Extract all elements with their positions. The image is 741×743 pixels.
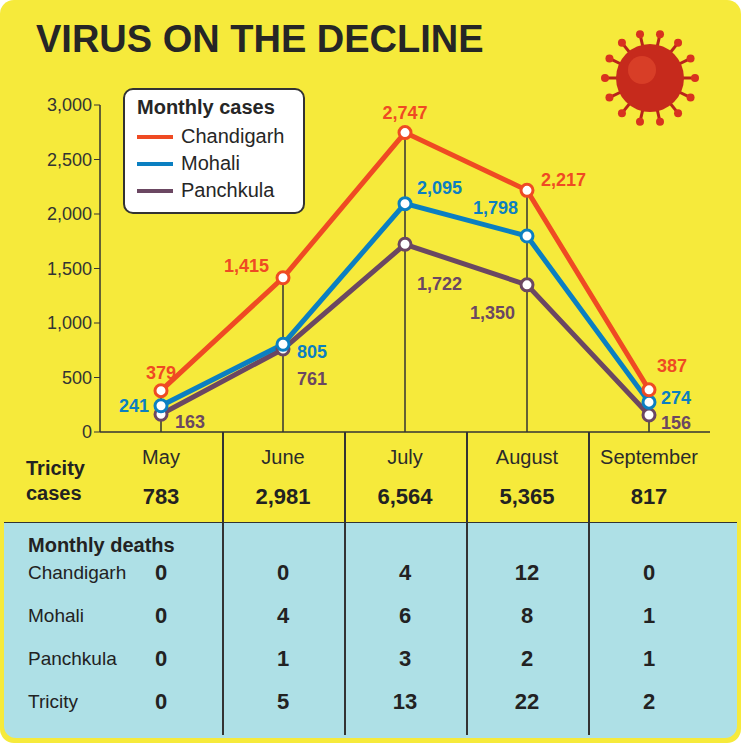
- svg-text:1,415: 1,415: [224, 256, 269, 276]
- html-text:783: 783: [142, 484, 180, 509]
- svg-text:2,095: 2,095: [417, 178, 462, 198]
- html-text:Chandigarh: Chandigarh: [181, 125, 285, 147]
- svg-text:July: July: [387, 446, 423, 468]
- html-text:Monthly deaths: Monthly deaths: [28, 534, 175, 556]
- html-text:12: 12: [514, 560, 540, 585]
- html-text:2,981: 2,981: [255, 484, 311, 509]
- html-text:0: 0: [154, 689, 168, 714]
- html-text:5: 5: [276, 689, 290, 714]
- svg-text:156: 156: [661, 413, 691, 433]
- html-text:6: 6: [398, 603, 412, 628]
- svg-text:761: 761: [297, 369, 327, 389]
- html-text:4: 4: [398, 560, 412, 585]
- html-text:Panchkula: Panchkula: [181, 179, 275, 201]
- svg-text:241: 241: [119, 396, 149, 416]
- html-text:Monthly cases: Monthly cases: [137, 96, 275, 118]
- svg-text:3,000: 3,000: [47, 95, 92, 115]
- svg-text:1,000: 1,000: [47, 313, 92, 333]
- html-text:0: 0: [154, 603, 168, 628]
- svg-text:2,217: 2,217: [541, 170, 586, 190]
- html-text:817: 817: [630, 484, 668, 509]
- html-text:0: 0: [276, 560, 290, 585]
- html-text:Tricity cases: Tricity cases: [26, 457, 85, 504]
- svg-text:June: June: [261, 446, 304, 468]
- html-text:5,365: 5,365: [499, 484, 555, 509]
- svg-text:2,747: 2,747: [382, 103, 427, 123]
- svg-text:379: 379: [146, 363, 176, 383]
- html-text:3: 3: [398, 646, 412, 671]
- html-text:6,564: 6,564: [377, 484, 433, 509]
- html-text:0: 0: [154, 646, 168, 671]
- html-text:1: 1: [276, 646, 290, 671]
- svg-text:September: September: [600, 446, 698, 468]
- svg-text:387: 387: [657, 356, 687, 376]
- svg-text:1,350: 1,350: [470, 303, 515, 323]
- svg-text:2,500: 2,500: [47, 150, 92, 170]
- html-text:13: 13: [392, 689, 418, 714]
- svg-text:1,722: 1,722: [417, 274, 462, 294]
- html-text:2: 2: [642, 689, 656, 714]
- html-text:VIRUS ON THE DECLINE: VIRUS ON THE DECLINE: [36, 18, 484, 60]
- svg-text:163: 163: [175, 412, 205, 432]
- svg-text:274: 274: [661, 388, 691, 408]
- html-text:Chandigarh: Chandigarh: [28, 562, 127, 583]
- html-text:Tricity: Tricity: [28, 691, 78, 712]
- svg-text:1,798: 1,798: [473, 198, 518, 218]
- svg-text:1,500: 1,500: [47, 259, 92, 279]
- svg-text:0: 0: [82, 422, 92, 442]
- svg-text:May: May: [142, 446, 180, 468]
- html-text:8: 8: [520, 603, 534, 628]
- html-text:1: 1: [642, 603, 656, 628]
- html-text:1: 1: [642, 646, 656, 671]
- html-text:Mohali: Mohali: [181, 152, 240, 174]
- html-text:4: 4: [276, 603, 290, 628]
- html-text:Panchkula: Panchkula: [28, 648, 117, 669]
- svg-text:August: August: [496, 446, 559, 468]
- html-text:22: 22: [514, 689, 540, 714]
- svg-text:500: 500: [62, 368, 92, 388]
- svg-text:805: 805: [297, 342, 327, 362]
- html-text:0: 0: [642, 560, 656, 585]
- svg-text:2,000: 2,000: [47, 204, 92, 224]
- html-text:0: 0: [154, 560, 168, 585]
- html-text:Mohali: Mohali: [28, 605, 84, 626]
- html-text:2: 2: [520, 646, 534, 671]
